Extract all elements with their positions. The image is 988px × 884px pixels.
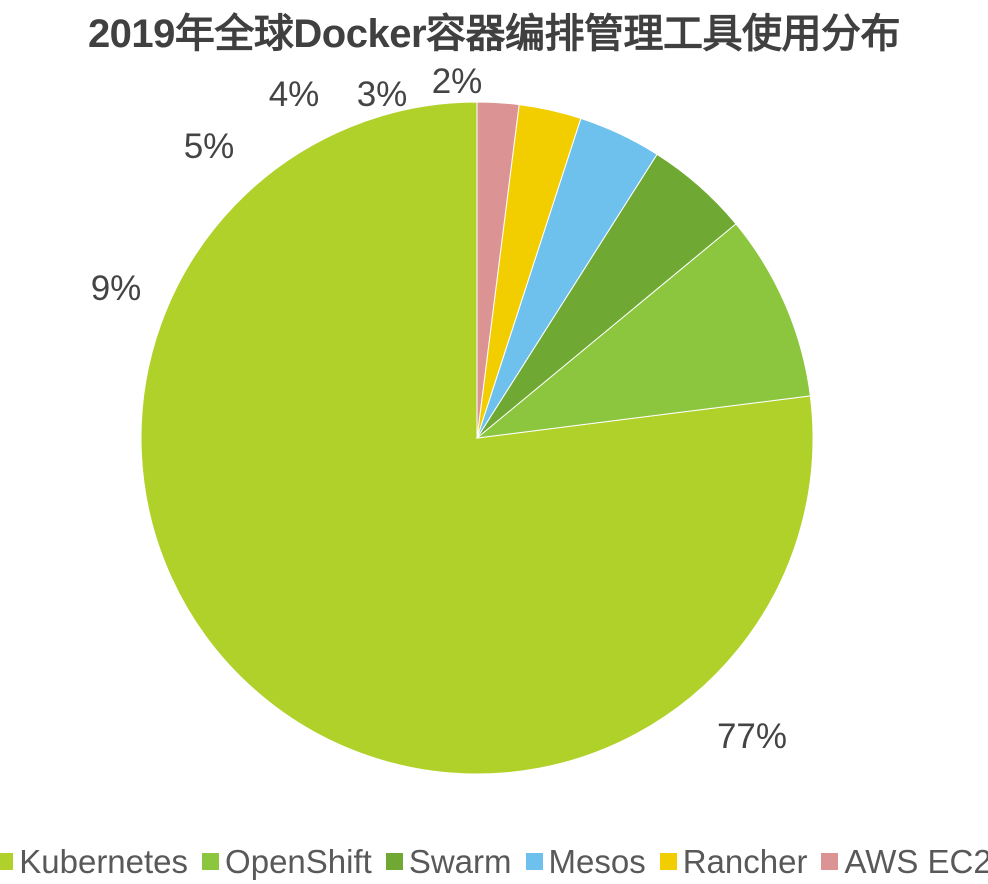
pie-slice-kubernetes[interactable] xyxy=(140,101,814,775)
legend-item-swarm[interactable]: Swarm xyxy=(385,842,512,880)
legend-swatch-icon xyxy=(525,852,543,870)
legend-item-label: OpenShift xyxy=(225,842,372,880)
legend-swatch-icon xyxy=(202,852,220,870)
pie-data-label: 2% xyxy=(431,62,483,101)
chart-legend: Kubernetes OpenShift Swarm Mesos Rancher AWS … xyxy=(0,838,988,884)
pie-data-label: 4% xyxy=(268,75,320,114)
legend-swatch-icon xyxy=(0,852,14,870)
pie-slice-aws-ec2[interactable] xyxy=(476,101,520,439)
legend-item-label: AWS EC2 xyxy=(844,842,988,880)
legend-item-rancher[interactable]: Rancher xyxy=(659,842,808,880)
pie-slice-openshift[interactable] xyxy=(475,223,811,439)
pie-data-label: 3% xyxy=(356,75,408,114)
legend-item-label: Kubernetes xyxy=(19,842,189,880)
legend-item-aws-ec2[interactable]: AWS EC2 xyxy=(821,845,988,878)
legend-swatch-icon xyxy=(659,852,677,870)
pie-plot-area xyxy=(0,64,988,812)
pie-data-label: 9% xyxy=(90,269,142,308)
legend-item-label: Swarm xyxy=(408,842,512,880)
legend-item-kubernetes[interactable]: Kubernetes xyxy=(0,845,188,878)
legend-swatch-icon xyxy=(385,852,403,870)
legend-item-openshift[interactable]: OpenShift xyxy=(202,845,372,878)
pie-data-label: 77% xyxy=(716,717,788,756)
pie-svg xyxy=(140,101,814,775)
chart-title: 2019年全球Docker容器编排管理工具使用分布 xyxy=(87,12,901,56)
legend-item-mesos[interactable]: Mesos xyxy=(525,842,646,880)
legend-item-label: Rancher xyxy=(682,842,808,880)
legend-swatch-icon xyxy=(821,852,839,870)
legend-item-label: Mesos xyxy=(548,842,646,880)
pie-data-label: 5% xyxy=(183,127,235,166)
